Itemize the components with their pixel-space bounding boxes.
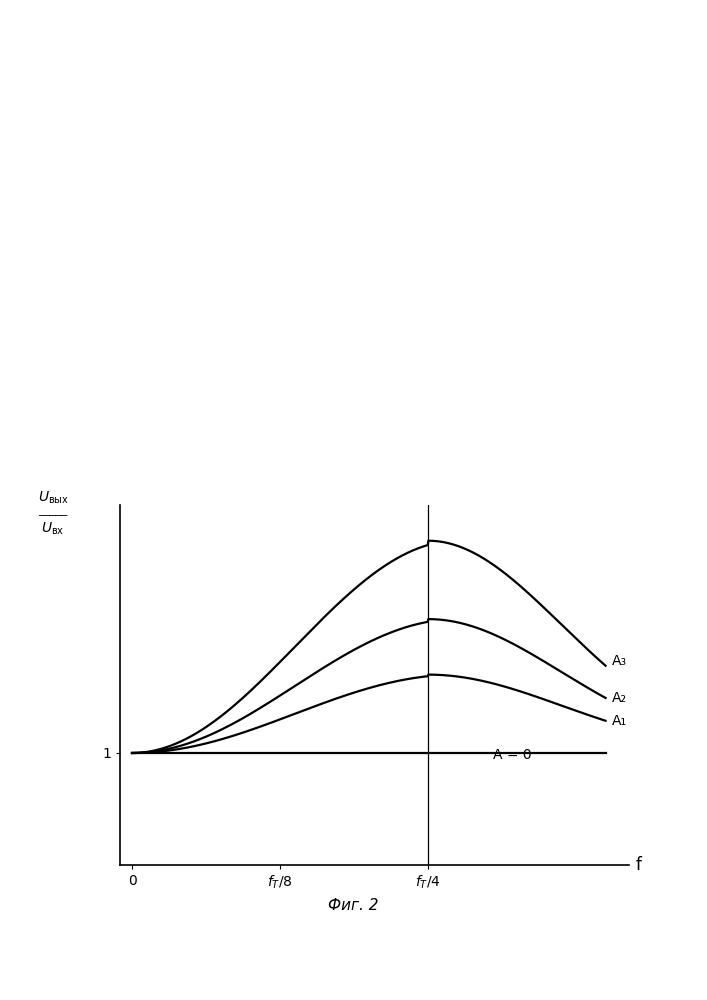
Text: Фиг. 2: Фиг. 2: [328, 898, 379, 913]
Text: A₁: A₁: [612, 714, 626, 728]
Text: A₃: A₃: [612, 654, 626, 668]
Text: f: f: [635, 856, 641, 874]
Text: A₂: A₂: [612, 691, 626, 705]
Text: $U_{\text{вых}}$: $U_{\text{вых}}$: [37, 489, 69, 506]
Text: $U_{\text{вх}}$: $U_{\text{вх}}$: [41, 521, 65, 537]
Text: A = 0: A = 0: [493, 748, 532, 762]
Text: ─────: ─────: [38, 511, 68, 521]
